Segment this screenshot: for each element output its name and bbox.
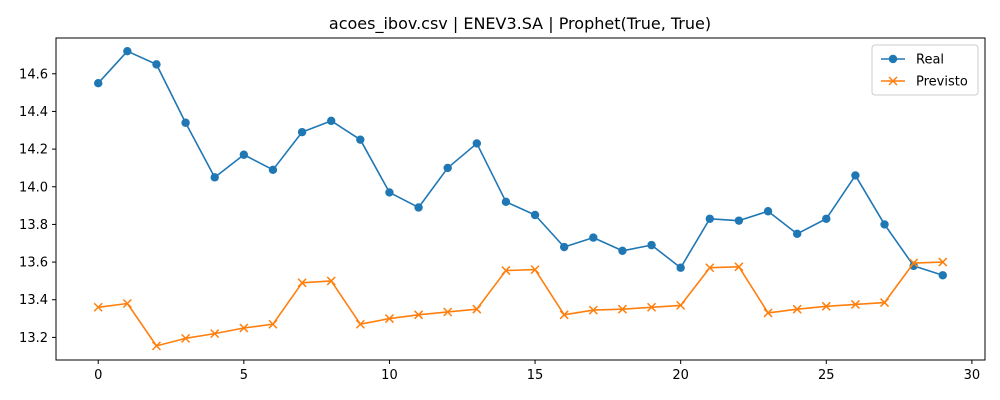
data-point [355, 319, 365, 329]
data-point [588, 305, 598, 315]
series-line-previsto [98, 261, 943, 347]
chart-title: acoes_ibov.csv | ENEV3.SA | Prophet(True… [329, 14, 711, 34]
data-point [938, 257, 948, 267]
data-point [821, 301, 831, 311]
data-point [297, 278, 307, 288]
data-point [763, 308, 773, 318]
data-point [909, 258, 919, 268]
y-axis: 13.2 13.4 13.6 13.8 14.0 14.2 14.4 14.6 [19, 67, 56, 346]
data-point [880, 220, 889, 229]
y-tick-label: 13.8 [19, 218, 48, 233]
data-point [559, 242, 569, 252]
data-point [268, 165, 278, 175]
data-point [618, 246, 627, 255]
x-tick-label: 15 [527, 368, 544, 383]
x-tick-label: 5 [240, 368, 248, 383]
x-tick-label: 25 [818, 368, 835, 383]
y-tick-label: 13.4 [19, 293, 48, 308]
data-point [792, 229, 802, 239]
data-point [472, 139, 482, 148]
data-point [443, 307, 453, 317]
data-point [326, 276, 336, 286]
data-point [676, 300, 686, 310]
x-tick-label: 30 [964, 368, 981, 383]
data-point [152, 60, 161, 69]
data-point [181, 333, 191, 343]
legend-item-previsto: Previsto [881, 75, 968, 90]
x-tick-label: 20 [672, 368, 689, 383]
data-point [647, 240, 656, 250]
legend-label: Real [916, 53, 944, 68]
series-real [94, 46, 947, 280]
data-point [501, 197, 511, 207]
data-point [239, 323, 249, 333]
legend-marker [888, 76, 898, 86]
y-tick-label: 14.6 [19, 67, 48, 82]
y-tick-label: 14.0 [19, 180, 48, 195]
data-point [356, 135, 365, 144]
data-point [850, 299, 860, 309]
data-point [530, 210, 540, 220]
plot-frame [55, 37, 986, 361]
legend-box [871, 44, 979, 96]
data-point [501, 266, 511, 276]
data-point [384, 314, 394, 324]
data-point [530, 265, 540, 275]
series-line-real [97, 50, 944, 277]
data-point [93, 302, 103, 312]
data-point [705, 263, 715, 273]
data-point [705, 214, 714, 223]
data-point [734, 262, 744, 272]
data-point [734, 216, 744, 225]
data-point [239, 150, 249, 159]
legend-label: Previsto [916, 75, 968, 90]
y-tick-label: 14.4 [19, 105, 48, 120]
data-point [938, 271, 947, 280]
data-point [297, 127, 307, 137]
data-point [122, 298, 132, 309]
x-tick-label: 10 [381, 368, 398, 383]
data-point [151, 341, 162, 351]
data-point [822, 214, 831, 223]
data-point [676, 263, 685, 272]
data-point [617, 304, 627, 314]
data-point [94, 78, 103, 88]
data-point [414, 203, 423, 212]
data-point [385, 188, 394, 197]
data-point [268, 319, 278, 329]
y-tick-label: 13.6 [19, 256, 48, 271]
data-point [559, 310, 569, 320]
legend-item-real: Real [881, 53, 944, 68]
data-point [472, 304, 482, 314]
data-point [589, 233, 598, 242]
y-tick-label: 14.2 [19, 143, 48, 158]
series-layer [93, 46, 948, 351]
data-point [879, 298, 890, 308]
data-point [123, 46, 132, 56]
data-point [414, 310, 424, 320]
data-point [210, 173, 219, 182]
series-previsto [93, 257, 948, 351]
y-tick-label: 13.2 [19, 331, 48, 346]
x-axis: 0 5 10 15 20 25 30 [94, 360, 980, 383]
legend-marker [888, 54, 898, 64]
data-point [443, 163, 452, 173]
data-point [327, 116, 336, 126]
data-point [647, 302, 657, 312]
data-point [181, 118, 190, 127]
x-tick-label: 0 [94, 368, 102, 383]
data-point [851, 171, 860, 180]
data-point [210, 329, 220, 339]
data-point [792, 304, 802, 314]
data-point [763, 207, 773, 216]
legend: Real Previsto [871, 44, 979, 96]
